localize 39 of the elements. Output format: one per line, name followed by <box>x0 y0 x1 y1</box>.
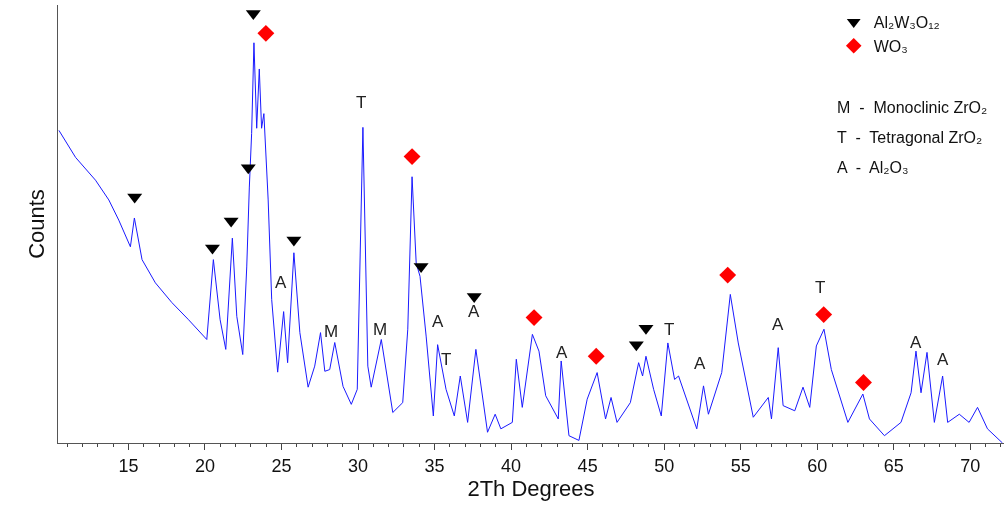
annotation: T <box>664 320 675 339</box>
annotation: A <box>432 312 444 331</box>
annotation: T <box>815 278 826 297</box>
x-tick-label: 55 <box>730 455 751 476</box>
x-tick-label: 30 <box>348 455 369 476</box>
legend-label: WO₃ <box>873 37 908 55</box>
point <box>719 266 737 284</box>
x-tick-label: 70 <box>960 455 981 476</box>
x-tick-label: 35 <box>424 455 445 476</box>
point <box>525 309 543 327</box>
x-axis-title: 2Th Degrees <box>467 476 595 502</box>
legend-label: Al₂W₃O₁₂ <box>873 14 940 32</box>
annotation: A - Al₂O₃ <box>837 159 909 176</box>
annotation: A <box>910 333 922 352</box>
annotation: T <box>356 93 367 112</box>
annotation: A <box>772 315 784 334</box>
x-tick-label: 25 <box>271 455 292 476</box>
annotation: M - Monoclinic ZrO₂ <box>837 99 988 116</box>
point <box>587 347 605 365</box>
annotation: A <box>937 350 949 369</box>
annotation: A <box>556 343 568 362</box>
annotation: T <box>441 350 452 369</box>
x-tick-label: 40 <box>501 455 522 476</box>
point <box>815 306 833 324</box>
annotation: M <box>324 322 339 341</box>
x-tick-label: 65 <box>883 455 904 476</box>
annotation: A <box>275 273 287 292</box>
annotation: A <box>468 302 480 321</box>
x-tick-label: 20 <box>194 455 215 476</box>
point <box>403 148 421 166</box>
point <box>855 374 872 391</box>
annotation: T - Tetragonal ZrO₂ <box>837 129 983 146</box>
x-tick-label: 45 <box>577 455 598 476</box>
annotation: M <box>373 320 388 339</box>
x-tick-label: 60 <box>807 455 828 476</box>
y-axis-title: Counts <box>23 189 49 259</box>
x-tick-label: 15 <box>118 455 139 476</box>
annotation: A <box>694 354 706 373</box>
x-tick-label: 50 <box>654 455 675 476</box>
